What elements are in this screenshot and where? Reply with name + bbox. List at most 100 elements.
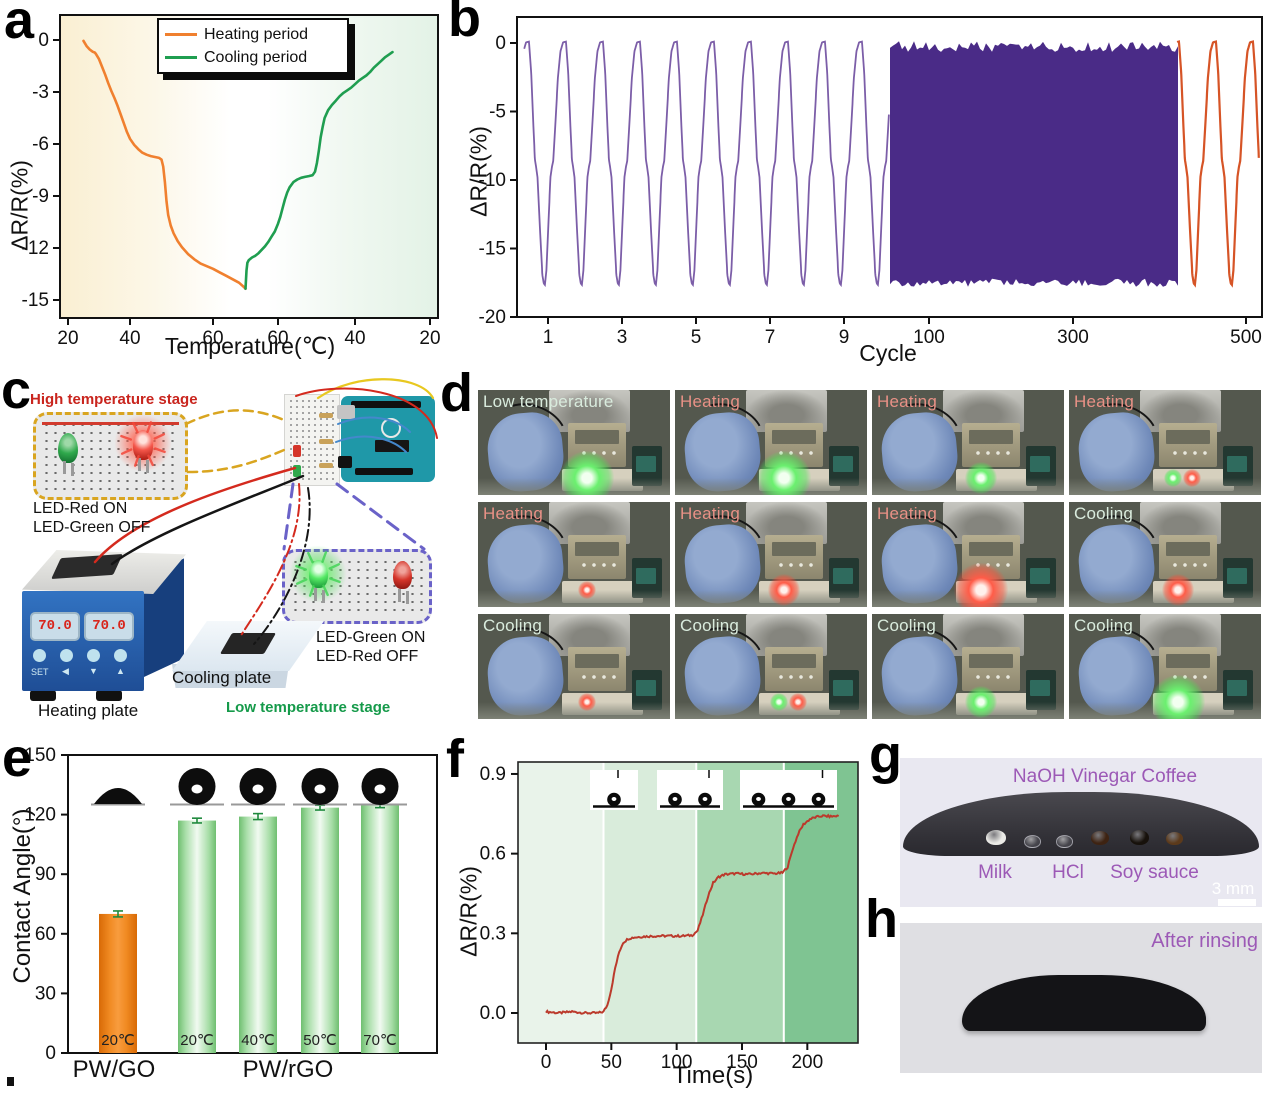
red-led-glow	[788, 693, 807, 712]
legend-label: Cooling period	[204, 48, 308, 66]
f-plot-area	[517, 761, 859, 1044]
photo-label: Cooling	[680, 616, 740, 635]
floor	[675, 702, 867, 719]
wire	[335, 482, 426, 551]
svg-text:3: 3	[617, 327, 628, 348]
photo-label: Heating	[877, 392, 937, 411]
arduino-logo	[381, 418, 401, 438]
temperature-display: 70.0	[84, 612, 134, 641]
droplet-hcl	[1056, 835, 1073, 848]
green-led-glow	[1151, 675, 1206, 719]
photo-label: Heating	[877, 504, 937, 523]
heating-curve	[82, 39, 247, 291]
hcl-label: HCl	[1052, 862, 1084, 883]
green-led-glow	[757, 451, 812, 495]
svg-text:60: 60	[35, 924, 56, 945]
legend: Heating period Cooling period	[157, 18, 349, 74]
red-led-on-icon	[133, 430, 153, 471]
heating-plate-front	[22, 591, 144, 691]
set-button-label: SET	[31, 667, 49, 677]
resistor	[319, 439, 333, 444]
svg-text:0.9: 0.9	[480, 764, 506, 785]
svg-text:-6: -6	[32, 134, 49, 155]
resistor	[319, 413, 333, 418]
bar-PW/rGO-70℃	[361, 804, 399, 1053]
svg-text:40: 40	[119, 328, 140, 349]
header-pins	[351, 401, 421, 408]
panel-b-letter: b	[448, 0, 481, 48]
photo-label: Cooling	[1074, 616, 1134, 635]
wire	[184, 409, 286, 426]
led-green-on-label: LED-Green ON	[316, 629, 426, 646]
svg-text:5: 5	[691, 327, 702, 348]
panel-f-letter: f	[446, 729, 464, 789]
svg-text:0: 0	[38, 30, 49, 51]
droplet-inset-photo	[590, 770, 638, 810]
svg-text:50: 50	[601, 1052, 622, 1073]
photo-cell-heating: Heating	[872, 390, 1064, 495]
round-droplet-photo	[178, 768, 216, 805]
droplet-inset-photo	[740, 770, 837, 810]
droplet-inset-photo	[657, 770, 723, 810]
cycling-curve-individual	[523, 40, 890, 288]
panel-c-letter: c	[1, 360, 32, 420]
g-top-labels: NaOH Vinegar Coffee	[1012, 766, 1198, 787]
legend-label: Heating period	[204, 25, 309, 43]
e-y-axis-title: Contact Angle(°)	[9, 808, 36, 984]
green-led-glow	[965, 686, 998, 719]
left-button[interactable]	[60, 649, 73, 662]
red-led-glow	[954, 563, 1009, 607]
panel-a-letter: a	[4, 0, 35, 50]
photo-label: Cooling	[483, 616, 543, 635]
ctrl	[765, 646, 823, 691]
photo-cell-cooling: Cooling	[1069, 502, 1261, 607]
resistance-step-curve	[545, 813, 840, 1015]
breadboard	[284, 394, 340, 486]
f-x-axis-title: Time(s)	[672, 1062, 754, 1089]
green-led-glow	[1163, 469, 1182, 488]
floor	[1069, 478, 1261, 495]
svg-text:0.3: 0.3	[480, 923, 506, 944]
cooling-plate-label: Cooling plate	[172, 668, 272, 687]
red-led-glow	[578, 693, 597, 712]
temperature-display: 70.0	[30, 612, 80, 641]
svg-text:300: 300	[1057, 327, 1089, 348]
down-button[interactable]	[87, 649, 100, 662]
panel-e-letter: e	[2, 728, 33, 788]
droplet-count-band-3	[783, 762, 858, 1043]
svg-text:20℃: 20℃	[180, 1032, 214, 1049]
scale-bar	[1218, 899, 1256, 906]
green-led-on-icon	[309, 560, 328, 601]
rinsed-sample	[962, 975, 1206, 1031]
ctrl	[568, 534, 626, 579]
round-droplet-photo	[239, 768, 277, 805]
header-pins	[355, 468, 413, 475]
svg-text:200: 200	[791, 1052, 823, 1073]
panel-g-photo	[900, 758, 1262, 907]
photo-cell-heating: Heating	[872, 502, 1064, 607]
power-jack	[338, 456, 352, 468]
photo-cell-heating: Heating	[675, 390, 867, 495]
dense-cycling-region	[890, 41, 1178, 287]
up-arrow-icon: ▲	[116, 666, 125, 676]
f-y-axis-title: ΔR/R(%)	[455, 866, 482, 957]
droplet-count-band-1	[603, 762, 697, 1043]
arduino-board	[337, 396, 435, 482]
svg-text:1: 1	[543, 327, 554, 348]
up-button[interactable]	[114, 649, 127, 662]
svg-text:0.6: 0.6	[480, 844, 506, 865]
soy-sauce-label: Soy sauce	[1110, 862, 1199, 883]
floor	[478, 702, 670, 719]
green-led-glow	[965, 462, 998, 495]
b-plot-area	[516, 16, 1263, 318]
droplet-milk	[986, 830, 1006, 845]
svg-text:500: 500	[1230, 327, 1262, 348]
bar-PW/rGO-50℃	[301, 807, 339, 1053]
photo-cell-cooling: Cooling	[1069, 614, 1261, 719]
set-button[interactable]	[33, 649, 46, 662]
svg-text:20: 20	[57, 328, 78, 349]
droplet-vinegar	[1166, 832, 1183, 845]
ctrl	[962, 646, 1020, 691]
group-label-pwgo: PW/GO	[72, 1056, 156, 1083]
